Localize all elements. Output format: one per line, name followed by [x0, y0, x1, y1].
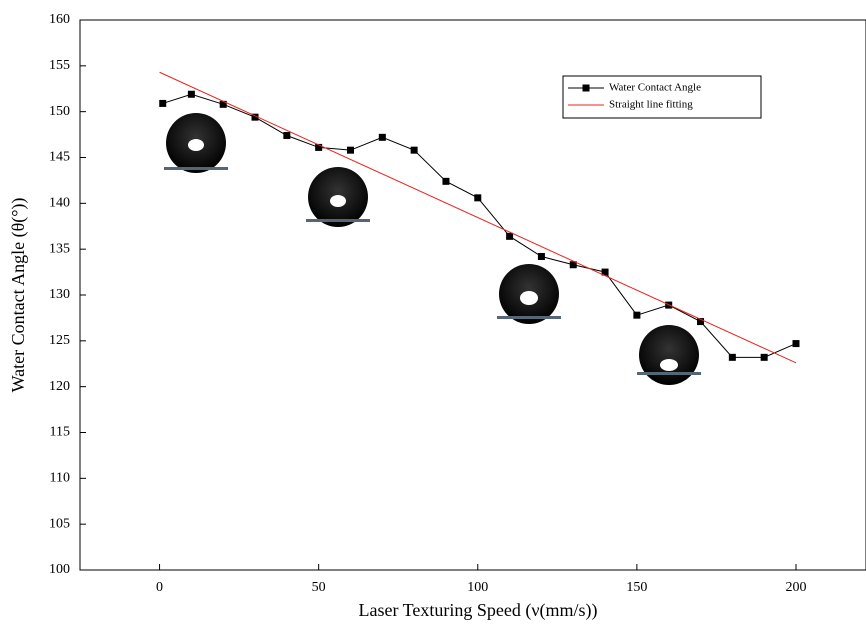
series-line [159, 71, 797, 364]
data-point [474, 194, 482, 202]
x-tick-label: 50 [312, 580, 326, 595]
x-tick-label: 150 [626, 580, 647, 595]
data-point [697, 318, 705, 326]
y-tick-label: 125 [49, 333, 70, 348]
legend-label: Water Contact Angle [609, 82, 701, 94]
data-point [251, 113, 259, 121]
data-point [728, 353, 736, 361]
data-point [760, 353, 768, 361]
data-point [537, 253, 545, 260]
y-tick-label: 100 [49, 562, 70, 577]
data-point [569, 261, 577, 269]
y-tick-label: 115 [50, 425, 70, 440]
y-tick-label: 150 [49, 104, 70, 119]
data-point [315, 143, 323, 151]
data-point [159, 99, 167, 107]
x-axis-label: Laser Texturing Speed (ν(mm/s)) [359, 600, 598, 621]
y-tick-label: 160 [49, 12, 70, 27]
droplet-images [164, 113, 701, 385]
data-point [283, 132, 291, 139]
legend-label: Straight line fitting [609, 99, 693, 111]
y-tick-label: 155 [49, 58, 70, 73]
data-point [378, 133, 386, 141]
y-tick-label: 105 [49, 516, 70, 531]
data-point [506, 232, 514, 240]
x-tick-label: 0 [156, 580, 163, 595]
data-point [442, 177, 450, 185]
data-point [792, 340, 800, 348]
data-point [633, 311, 641, 319]
y-tick-label: 135 [49, 241, 70, 256]
y-tick-label: 140 [49, 196, 70, 211]
y-axis-label: Water Contact Angle (θ(°)) [8, 198, 29, 393]
x-tick-label: 200 [785, 580, 806, 595]
data-point [187, 90, 195, 98]
legend-marker [582, 84, 590, 92]
y-tick-label: 120 [49, 379, 70, 394]
y-tick-label: 110 [50, 471, 70, 486]
data-point [219, 100, 227, 108]
x-tick-label: 100 [467, 580, 488, 595]
data-point [410, 146, 418, 154]
series-line [162, 93, 797, 358]
data-point [346, 146, 354, 154]
legend-box [562, 75, 762, 119]
y-tick-label: 130 [49, 287, 70, 302]
data-point [601, 268, 609, 276]
y-tick-label: 145 [49, 150, 70, 165]
